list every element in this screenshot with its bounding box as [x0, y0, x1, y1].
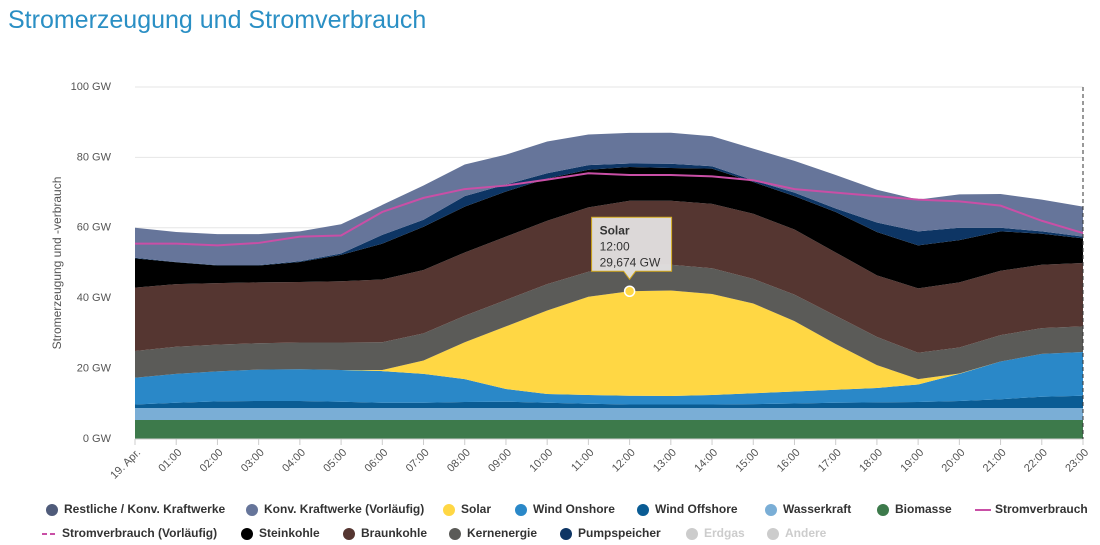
legend-label[interactable]: Steinkohle	[259, 526, 320, 540]
x-tick-label: 23:00	[1063, 447, 1091, 475]
area	[135, 408, 1083, 420]
tooltip-value: 29,674 GW	[600, 255, 661, 269]
x-tick-label: 01:00	[156, 447, 184, 475]
x-tick-label: 07:00	[404, 447, 432, 475]
x-tick-label: 20:00	[940, 447, 968, 475]
area	[135, 264, 1083, 380]
legend-symbol[interactable]	[46, 504, 58, 516]
legend-label[interactable]: Pumpspeicher	[578, 526, 661, 540]
x-tick-label: 17:00	[816, 447, 844, 475]
x-tick-label: 04:00	[280, 447, 308, 475]
x-tick-label: 16:00	[775, 447, 803, 475]
x-tick-label: 19:00	[898, 447, 926, 475]
legend-label[interactable]: Biomasse	[895, 502, 952, 516]
x-tick-label: 02:00	[198, 447, 226, 475]
legend-label[interactable]: Erdgas	[704, 526, 745, 540]
x-tick-label: 08:00	[445, 447, 473, 475]
legend-label[interactable]: Stromverbrauch (Vorläufig)	[62, 526, 217, 540]
legend-symbol[interactable]	[765, 504, 777, 516]
legend-symbol[interactable]	[241, 528, 253, 540]
marker	[623, 285, 636, 298]
legend-label[interactable]: Kernenergie	[467, 526, 537, 540]
x-tick-label: 19. Apr.	[108, 447, 143, 482]
x-tick-label: 22:00	[1022, 447, 1050, 475]
x-tick-label: 06:00	[363, 447, 391, 475]
legend-label[interactable]: Solar	[461, 502, 491, 516]
legend-label[interactable]: Wind Offshore	[655, 502, 738, 516]
legend-label[interactable]: Andere	[785, 526, 827, 540]
y-tick-label: 20 GW	[77, 363, 112, 375]
y-tick-label: 80 GW	[77, 151, 112, 163]
legend-label[interactable]: Konv. Kraftwerke (Vorläufig)	[264, 502, 424, 516]
legend-symbol[interactable]	[515, 504, 527, 516]
area	[135, 419, 1083, 439]
x-tick-label: 10:00	[527, 447, 555, 475]
legend-symbol[interactable]	[560, 528, 572, 540]
x-tick-label: 21:00	[981, 447, 1009, 475]
x-tick-label: 12:00	[610, 447, 638, 475]
y-tick-label: 40 GW	[77, 292, 112, 304]
legend-symbol[interactable]	[767, 528, 779, 540]
tooltip-box	[591, 216, 673, 281]
x-tick-label: 03:00	[239, 447, 267, 475]
legend-symbol[interactable]	[637, 504, 649, 516]
x-tick-label: 13:00	[651, 447, 679, 475]
legend-label[interactable]: Wind Onshore	[533, 502, 615, 516]
tooltip-series: Solar	[600, 223, 630, 237]
legend-symbol[interactable]	[443, 504, 455, 516]
x-tick-label: 18:00	[857, 447, 885, 475]
x-tick-label: 05:00	[321, 447, 349, 475]
x-tick-label: 14:00	[692, 447, 720, 475]
x-tick-label: 09:00	[486, 447, 514, 475]
legend-label[interactable]: Stromverbrauch	[995, 502, 1088, 516]
y-axis-label: Stromerzeugung und -verbrauch	[50, 177, 64, 350]
legend-label[interactable]: Restliche / Konv. Kraftwerke	[64, 502, 225, 516]
y-tick-label: 60 GW	[77, 222, 112, 234]
legend-label[interactable]: Wasserkraft	[783, 502, 851, 516]
x-tick-label: 15:00	[733, 447, 761, 475]
y-tick-label: 100 GW	[71, 81, 112, 93]
legend-symbol[interactable]	[246, 504, 258, 516]
line	[135, 172, 1084, 247]
tooltip-time: 12:00	[600, 239, 630, 253]
chart-title: Stromerzeugung und Stromverbrauch	[8, 6, 426, 34]
area	[135, 352, 1083, 405]
legend-symbol[interactable]	[449, 528, 461, 540]
legend-label[interactable]: Braunkohle	[361, 526, 427, 540]
area	[135, 395, 1083, 409]
area	[135, 163, 1083, 266]
area	[135, 166, 1083, 289]
area	[135, 290, 1083, 397]
legend-symbol[interactable]	[686, 528, 698, 540]
area	[135, 132, 1083, 266]
area	[135, 200, 1083, 353]
x-tick-label: 11:00	[569, 447, 596, 474]
legend-symbol[interactable]	[877, 504, 889, 516]
legend-symbol[interactable]	[343, 528, 355, 540]
y-tick-label: 0 GW	[83, 433, 112, 445]
